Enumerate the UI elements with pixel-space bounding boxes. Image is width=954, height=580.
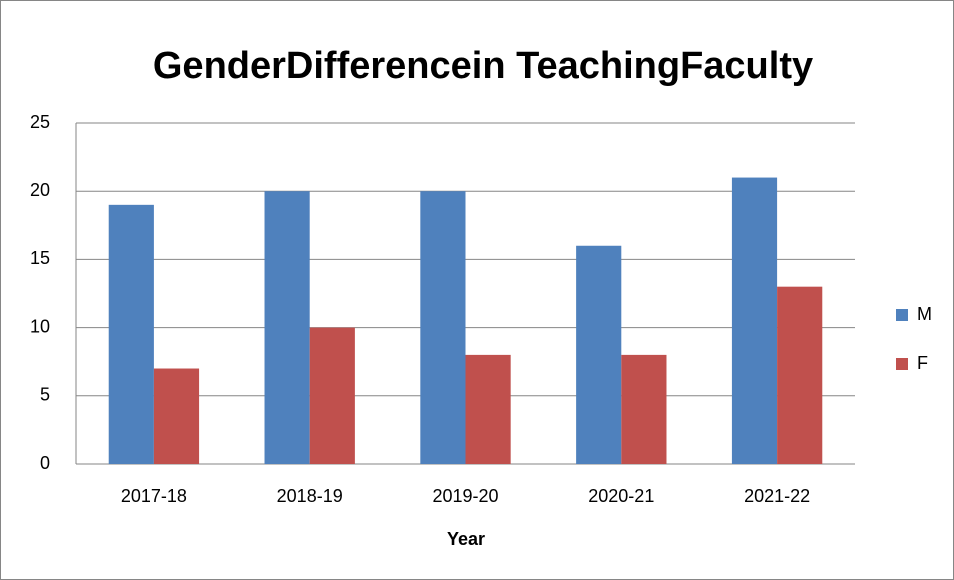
- x-tick-label: 2017-18: [121, 486, 187, 506]
- bar: [264, 191, 310, 464]
- x-tick-label: 2021-22: [744, 486, 810, 506]
- chart-title: GenderDifferencein TeachingFaculty: [153, 45, 813, 87]
- y-tick-label: 10: [30, 316, 50, 336]
- bar: [153, 368, 200, 464]
- bar: [420, 191, 466, 464]
- x-axis-label: Year: [447, 529, 485, 549]
- bar: [576, 245, 622, 464]
- legend-label: M: [917, 304, 932, 324]
- legend-swatch: [896, 309, 908, 321]
- bar: [465, 354, 511, 464]
- y-tick-label: 25: [30, 112, 50, 132]
- bar: [731, 177, 778, 464]
- legend-label: F: [917, 353, 928, 373]
- bar: [309, 327, 355, 464]
- y-tick-label: 0: [40, 453, 50, 473]
- bar: [777, 286, 823, 464]
- y-tick-label: 15: [30, 248, 50, 268]
- x-tick-label: 2019-20: [432, 486, 498, 506]
- bar: [621, 354, 667, 464]
- x-tick-label: 2020-21: [588, 486, 654, 506]
- x-tick-label: 2018-19: [277, 486, 343, 506]
- bar: [108, 204, 154, 464]
- y-tick-label: 20: [30, 180, 50, 200]
- legend-swatch: [896, 358, 908, 370]
- y-tick-label: 5: [40, 385, 50, 405]
